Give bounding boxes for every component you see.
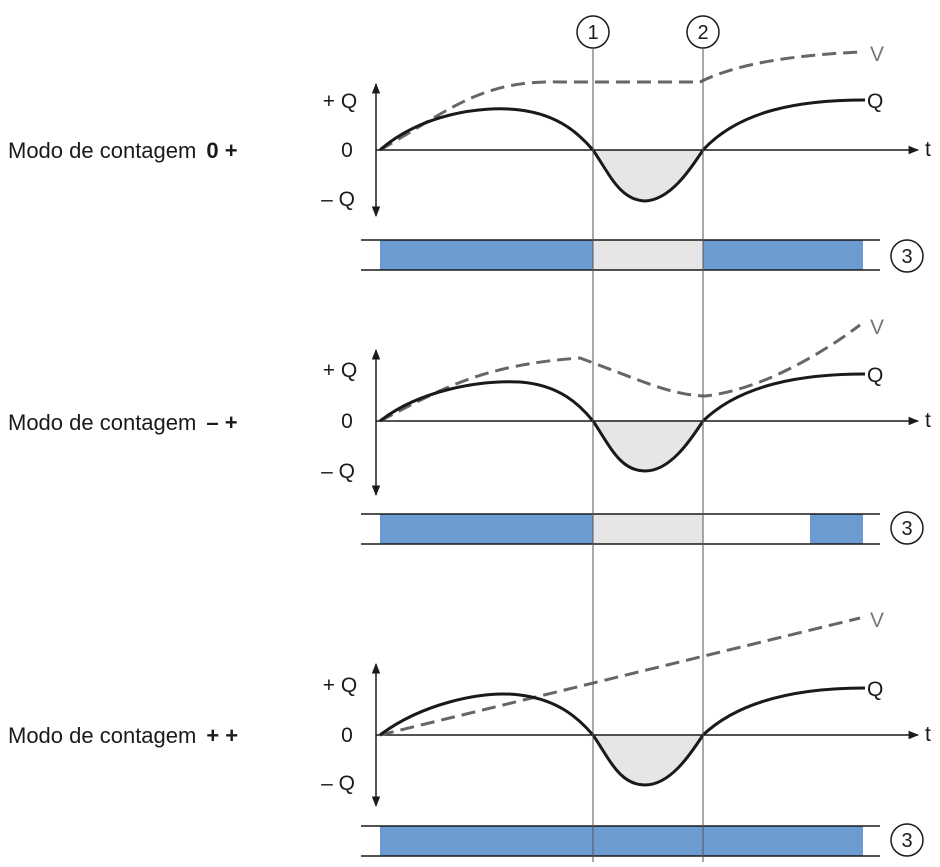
zero-label: 0 xyxy=(341,724,353,747)
plus-q-label: + Q xyxy=(323,674,357,697)
mode-label: Modo de contagem 0 + xyxy=(8,138,238,163)
plus-q-label: + Q xyxy=(323,359,357,382)
mode-label: Modo de contagem – + xyxy=(8,410,238,435)
minus-q-label: – Q xyxy=(321,772,355,795)
minus-q-label: – Q xyxy=(321,460,355,483)
zero-label: 0 xyxy=(341,139,353,162)
t-axis-label: t xyxy=(925,723,931,746)
output-label: 3 xyxy=(901,830,912,852)
v-curve xyxy=(379,323,861,423)
q-curve-label: Q xyxy=(867,364,883,387)
v-curve xyxy=(379,50,861,152)
t-axis-label: t xyxy=(925,138,931,161)
zero-label: 0 xyxy=(341,410,353,433)
v-curve-label: V xyxy=(870,316,884,339)
marker-1-label: 1 xyxy=(587,22,598,44)
q-curve xyxy=(379,98,866,203)
q-curve xyxy=(379,372,866,473)
t-axis-label: t xyxy=(925,409,931,432)
output-bar xyxy=(380,826,863,856)
marker-2-label: 2 xyxy=(697,22,708,44)
output-band-shade xyxy=(593,514,703,544)
output-circle xyxy=(890,823,924,857)
mode-label: Modo de contagem + + xyxy=(8,723,238,748)
q-curve-label: Q xyxy=(867,678,883,701)
v-curve-label: V xyxy=(870,609,884,632)
minus-q-label: – Q xyxy=(321,188,355,211)
panel-mode-plus-plus: Modo de contagem + + + Q 0 – Q t V Q 3 xyxy=(8,609,931,857)
output-circle xyxy=(890,239,924,273)
v-curve xyxy=(379,616,861,737)
output-label: 3 xyxy=(901,246,912,268)
q-curve xyxy=(379,686,866,787)
panel-mode-minus-plus: Modo de contagem – + + Q 0 – Q t V Q 3 xyxy=(8,316,931,545)
output-bar xyxy=(703,240,863,270)
output-bar xyxy=(380,514,593,544)
v-curve-label: V xyxy=(870,43,884,66)
panel-mode-0-plus: Modo de contagem 0 + + Q 0 – Q t V Q 3 xyxy=(8,43,931,273)
output-circle xyxy=(890,511,924,545)
plus-q-label: + Q xyxy=(323,90,357,113)
q-curve-label: Q xyxy=(867,90,883,113)
output-bar xyxy=(380,240,593,270)
marker-1: 1 xyxy=(576,15,610,49)
marker-2: 2 xyxy=(686,15,720,49)
output-band-shade xyxy=(593,240,703,270)
output-bar xyxy=(810,514,863,544)
output-label: 3 xyxy=(901,518,912,540)
